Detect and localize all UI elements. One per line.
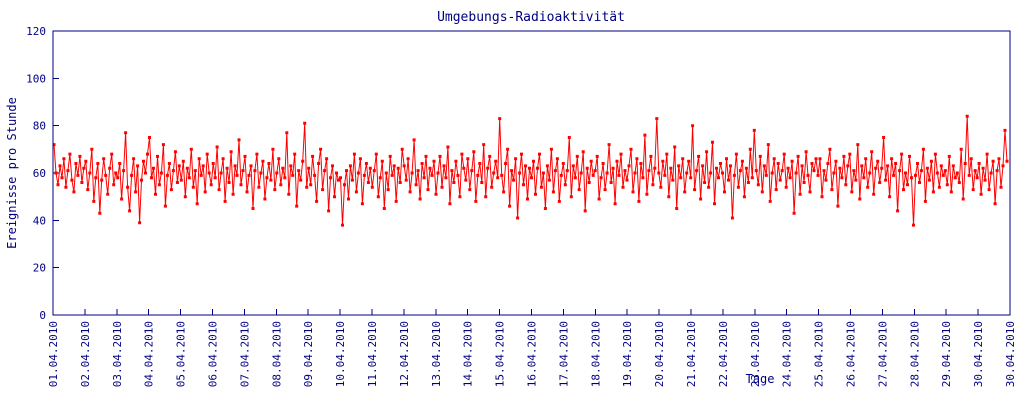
x-tick-label: 20.04.2010 (653, 321, 666, 387)
data-series (52, 114, 1009, 227)
y-tick-label: 20 (33, 262, 46, 275)
x-tick-label: 02.04.2010 (79, 321, 92, 387)
x-tick-label: 17.04.2010 (557, 321, 570, 387)
x-tick-label: 30.04.2010 (1004, 321, 1017, 387)
x-tick-label: 08.04.2010 (270, 321, 283, 387)
y-tick-label: 40 (33, 214, 46, 227)
x-tick-label: 01.04.2010 (47, 321, 60, 387)
x-tick-label: 12.04.2010 (398, 321, 411, 387)
x-tick-label: 16.04.2010 (526, 321, 539, 387)
x-tick-label: 18.04.2010 (589, 321, 602, 387)
x-axis-ticks: 01.04.2010 02.04.2010 03.04.2010 04.04.2010… (47, 309, 1017, 387)
x-tick-label: 30.04.2010 (972, 321, 985, 387)
x-tick-label: 27.04.2010 (876, 321, 889, 387)
x-tick-label: 03.04.2010 (111, 321, 124, 387)
x-tick-label: 26.04.2010 (845, 321, 858, 387)
y-axis-label: Ereignisse pro Stunde (5, 97, 19, 249)
x-tick-label: 28.04.2010 (908, 321, 921, 387)
x-tick-label: 19.04.2010 (621, 321, 634, 387)
x-tick-label: 15.04.2010 (494, 321, 507, 387)
x-tick-label: 24.04.2010 (781, 321, 794, 387)
y-tick-label: 80 (33, 120, 46, 133)
x-tick-label: 04.04.2010 (143, 321, 156, 387)
x-tick-label: 23.04.2010 (749, 321, 762, 387)
x-tick-label: 05.04.2010 (175, 321, 188, 387)
y-axis-ticks: 0 20 40 60 80 100 120 (26, 25, 59, 322)
x-axis-label: Tage (746, 372, 775, 386)
x-tick-label: 09.04.2010 (302, 321, 315, 387)
x-tick-label: 22.04.2010 (717, 321, 730, 387)
x-tick-label: 29.04.2010 (940, 321, 953, 387)
x-tick-label: 10.04.2010 (334, 321, 347, 387)
y-tick-label: 0 (39, 309, 46, 322)
x-tick-label: 25.04.2010 (813, 321, 826, 387)
y-tick-label: 100 (26, 72, 46, 85)
series-markers (52, 114, 1009, 227)
x-tick-label: 07.04.2010 (238, 321, 251, 387)
x-tick-label: 21.04.2010 (685, 321, 698, 387)
y-tick-label: 120 (26, 25, 46, 38)
x-tick-label: 06.04.2010 (207, 321, 220, 387)
x-tick-label: 11.04.2010 (366, 321, 379, 387)
series-line (53, 116, 1008, 226)
x-tick-label: 14.04.2010 (462, 321, 475, 387)
plot-border (52, 30, 1011, 316)
chart-title: Umgebungs-Radioaktivität (437, 10, 625, 25)
y-tick-label: 60 (33, 167, 46, 180)
x-tick-label: 13.04.2010 (430, 321, 443, 387)
